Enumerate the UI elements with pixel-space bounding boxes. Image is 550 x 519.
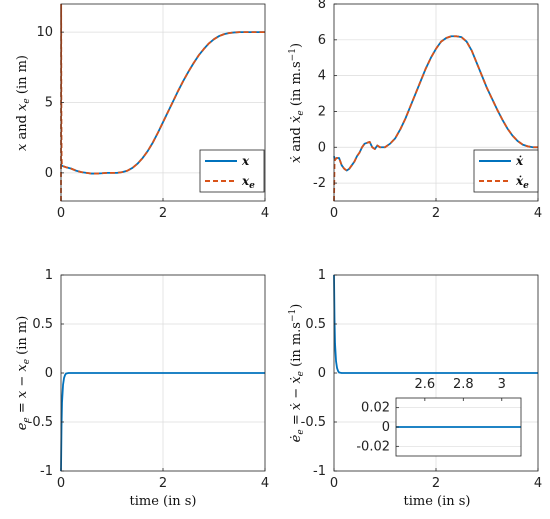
y-tick-label: -1 [40,464,53,479]
series-line-primary [333,274,538,374]
y-tick-label: 1 [45,268,53,283]
y-tick-label: 4 [318,69,326,84]
y-tick-label: 5 [45,96,53,111]
x-axis-label-position-bottom-left: time (in s) [129,494,196,509]
x-tick-label: 4 [261,206,269,221]
y-tick-label: 0.5 [32,317,53,332]
y-tick-label: 0 [45,366,53,381]
y-tick-label: 0 [318,140,326,155]
y-tick-label: -1 [313,464,326,479]
panel-position-top-right: 0 2 4 -2 0 2 4 6 8 ẋ and ẋe (in m.s−1) ẋ ẋe [288,0,542,221]
legend-position-top-left: x xe [199,149,265,193]
panel-position-bottom-left: 0 2 4 -1 -0.5 0 0.5 1 ee = x − xe (in m) time (… [15,268,269,509]
x-tick-label: 2 [432,206,440,221]
inset-plot: 2.6 2.8 3 0.02 0 -0.02 [356,377,522,457]
legend-position-top-right: ẋ ẋe [473,149,539,193]
legend-label-x: x [241,154,250,168]
y-axis-label-position-top-right: ẋ and ẋe (in m.s−1) [288,43,306,163]
inset-x-tick-label: 3 [498,377,506,392]
series-line-primary [60,372,265,472]
x-tick-label: 0 [330,206,338,221]
x-tick-label: 4 [534,476,542,491]
y-tick-label: -0.5 [301,415,326,430]
y-tick-label: 10 [36,25,53,40]
x-tick-label: 0 [57,476,65,491]
y-axis-label-position-top-left: x and xe (in m) [15,55,32,151]
x-tick-label: 2 [432,476,440,491]
x-axis-label-position-bottom-right: time (in s) [403,494,470,509]
y-tick-label: -2 [313,176,326,191]
inset-y-tick-label: 0.02 [361,401,390,416]
series-line-estimate [333,35,538,202]
x-tick-label: 4 [534,206,542,221]
y-tick-label: 0.5 [305,317,326,332]
x-tick-label: 4 [261,476,269,491]
inset-y-tick-label: 0 [382,420,390,435]
y-tick-label: 2 [318,104,326,119]
x-tick-label: 0 [330,476,338,491]
x-tick-label: 2 [159,476,167,491]
inset-x-tick-label: 2.6 [415,377,436,392]
legend-label-xdot: ẋ [515,154,524,168]
y-tick-label: -0.5 [28,415,53,430]
panel-position-bottom-right: 0 2 4 -1 -0.5 0 0.5 1 ėe = ẋ − ẋe (in m.s−1) ti… [288,268,542,509]
inset-x-tick-label: 2.8 [453,377,474,392]
series-line-estimate [60,3,265,202]
x-tick-label: 0 [57,206,65,221]
x-tick-label: 2 [159,206,167,221]
y-axis-label-position-bottom-left: ee = x − xe (in m) [15,316,32,431]
y-tick-label: 0 [318,366,326,381]
y-tick-label: 0 [45,166,53,181]
inset-y-tick-label: -0.02 [356,439,390,454]
y-tick-label: 1 [318,268,326,283]
y-tick-label: 8 [318,0,326,12]
y-axis-label-position-bottom-right: ėe = ẋ − ẋe (in m.s−1) [288,304,306,443]
y-tick-label: 6 [318,33,326,48]
panel-position-top-left: 0 2 4 0 5 10 x and xe (in m) x xe [15,3,269,221]
